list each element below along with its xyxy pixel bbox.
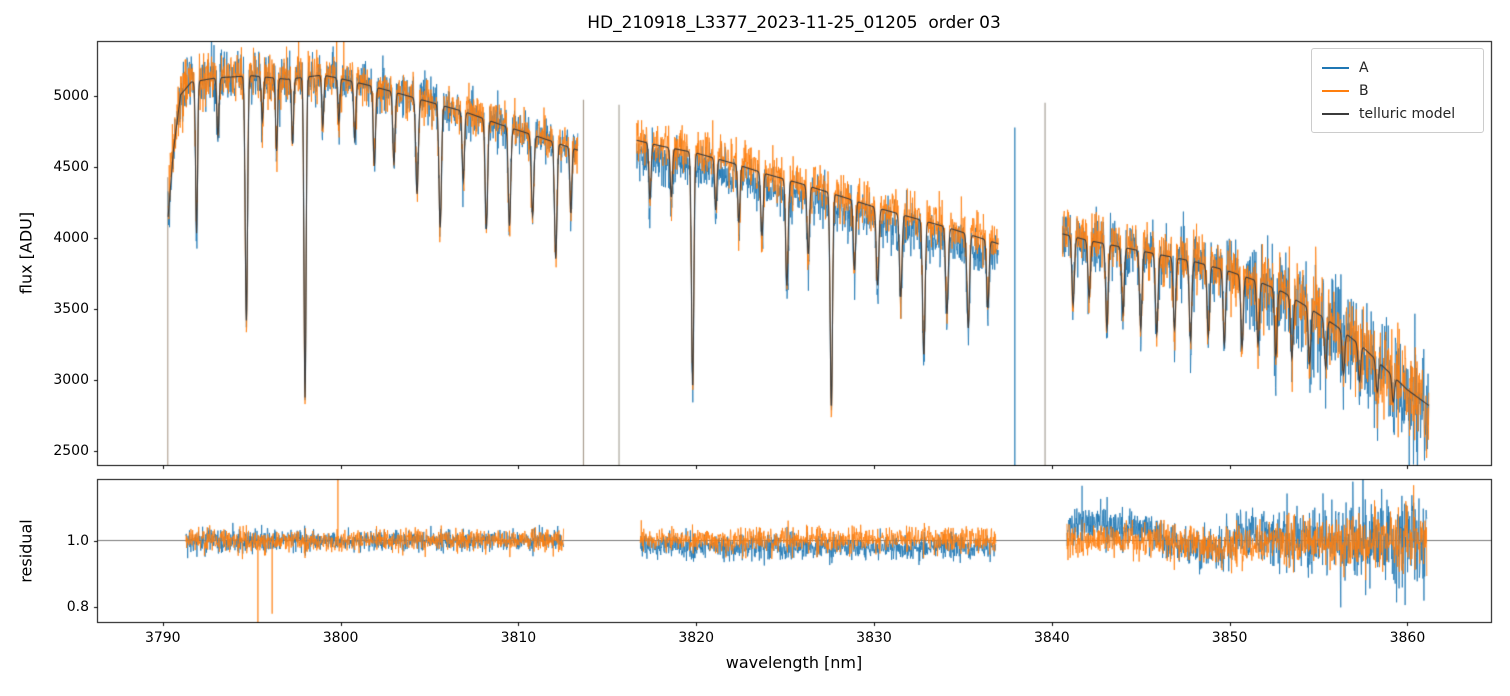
legend-label: A xyxy=(1359,59,1369,76)
x-tick-label: 3830 xyxy=(856,630,892,646)
legend-line-swatch xyxy=(1322,66,1349,69)
plot-title: HD_210918_L3377_2023-11-25_01205 order 0… xyxy=(587,13,1001,33)
y-tick-label-flux: 4500 xyxy=(53,159,89,176)
legend-label: B xyxy=(1359,82,1369,99)
x-tick-label: 3860 xyxy=(1389,630,1426,646)
flux-axis-label: flux [ADU] xyxy=(16,211,36,295)
x-axis-label: wavelength [nm] xyxy=(725,653,863,672)
x-tick-label: 3850 xyxy=(1211,630,1248,646)
legend-item-telluric-model: telluric model xyxy=(1322,102,1473,125)
y-tick-label-flux: 3500 xyxy=(53,301,89,317)
x-tick-label: 3800 xyxy=(322,630,359,646)
residual-axis-label: residual xyxy=(16,519,36,583)
y-tick-label-residual: 0.8 xyxy=(66,599,89,616)
x-tick-label: 3790 xyxy=(144,630,181,646)
legend-item-b: B xyxy=(1322,79,1473,102)
legend-line-swatch xyxy=(1322,89,1349,92)
y-tick-label-residual: 1.0 xyxy=(66,532,89,549)
x-tick-label: 3810 xyxy=(500,630,537,646)
y-tick-label-flux: 3000 xyxy=(53,371,89,388)
y-tick-label-flux: 5000 xyxy=(53,88,89,105)
x-tick-label: 3820 xyxy=(678,630,715,646)
x-tick-label: 3840 xyxy=(1033,630,1070,646)
y-tick-label-flux: 2500 xyxy=(53,442,89,459)
legend-label: telluric model xyxy=(1359,105,1456,122)
y-tick-label-flux: 4000 xyxy=(53,230,89,247)
legend-line-swatch xyxy=(1322,112,1349,115)
legend-item-a: A xyxy=(1322,56,1473,79)
